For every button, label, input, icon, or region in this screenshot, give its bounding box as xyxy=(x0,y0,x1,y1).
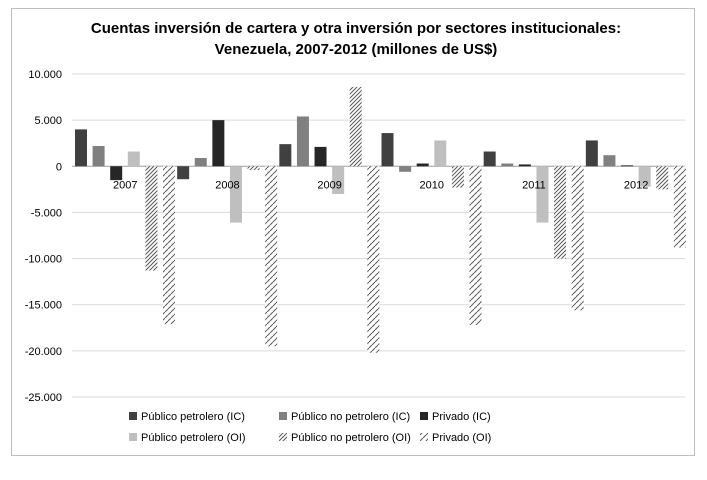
legend-label: Privado (OI) xyxy=(432,432,491,444)
bar-2010-series-1 xyxy=(381,133,394,167)
bar-2012-series-5 xyxy=(656,166,669,190)
bar-2012-series-4 xyxy=(638,166,651,187)
legend-label: Privado (IC) xyxy=(432,411,491,423)
bar-2010-series-3 xyxy=(416,163,429,167)
bars xyxy=(75,86,686,353)
category-labels: 2007 2008 2009 2010 2011 2012 xyxy=(113,179,648,191)
legend-swatch xyxy=(129,412,137,420)
legend-swatch xyxy=(129,433,137,441)
bar-2010-series-6 xyxy=(469,166,482,326)
y-tick-label: -25.000 xyxy=(25,392,62,404)
bar-2008-series-1 xyxy=(177,166,190,180)
bar-2008-series-5 xyxy=(247,166,260,170)
legend-label: Público petrolero (OI) xyxy=(141,432,246,444)
bar-2009-series-1 xyxy=(279,144,292,167)
bar-2007-series-5 xyxy=(145,166,158,271)
bar-2012-series-6 xyxy=(673,166,686,248)
y-tick-label: -5.000 xyxy=(31,207,62,219)
x-category-label: 2010 xyxy=(420,179,444,191)
bar-2012-series-3 xyxy=(621,165,634,167)
bar-2007-series-2 xyxy=(92,145,105,167)
bar-2009-series-4 xyxy=(332,166,345,194)
bar-2011-series-2 xyxy=(501,163,514,167)
bar-2012-series-2 xyxy=(603,155,616,167)
chart-title-line2: Venezuela, 2007-2012 (millones de US$) xyxy=(215,41,498,58)
y-tick-labels: 10.000 5.000 0 -5.000 -10.000 -15.000 -20.000 -… xyxy=(25,69,62,404)
y-tick-label: 10.000 xyxy=(28,69,62,81)
bar-2008-series-2 xyxy=(194,157,207,167)
legend-label: Público no petrolero (OI) xyxy=(291,432,411,444)
bar-2007-series-1 xyxy=(75,129,87,167)
bar-2009-series-3 xyxy=(314,146,327,167)
x-category-label: 2011 xyxy=(522,179,546,191)
bar-2008-series-4 xyxy=(229,166,242,223)
bar-2007-series-6 xyxy=(163,166,175,325)
bar-2011-series-3 xyxy=(518,164,531,167)
bar-2010-series-5 xyxy=(451,166,464,188)
y-tick-label: -15.000 xyxy=(25,300,62,312)
y-tick-label: 0 xyxy=(56,161,62,173)
x-category-label: 2007 xyxy=(113,179,137,191)
chart-title-line1: Cuentas inversión de cartera y otra inve… xyxy=(91,20,621,37)
bar-2010-series-2 xyxy=(399,166,412,172)
legend-label: Público no petrolero (IC) xyxy=(291,411,410,423)
bar-2009-series-5 xyxy=(349,86,362,167)
bar-2011-series-1 xyxy=(483,151,496,167)
x-category-label: 2012 xyxy=(624,179,648,191)
y-tick-label: -20.000 xyxy=(25,346,62,358)
bar-2011-series-5 xyxy=(554,166,567,259)
bar-2010-series-4 xyxy=(434,140,447,167)
legend-swatch xyxy=(279,433,287,441)
y-tick-label: 5.000 xyxy=(34,115,62,127)
bar-2009-series-6 xyxy=(367,166,380,353)
x-category-label: 2008 xyxy=(215,179,239,191)
y-tick-label: -10.000 xyxy=(25,254,62,266)
bar-2011-series-4 xyxy=(536,166,549,223)
legend-swatch xyxy=(420,412,428,420)
bar-2007-series-4 xyxy=(127,151,140,167)
bar-2011-series-6 xyxy=(571,166,584,311)
x-category-label: 2009 xyxy=(317,179,341,191)
bar-2012-series-1 xyxy=(585,140,598,167)
legend-swatch xyxy=(279,412,287,420)
bar-2009-series-2 xyxy=(296,116,309,167)
legend-swatch xyxy=(420,433,428,441)
legend-label: Público petrolero (IC) xyxy=(141,411,245,423)
bar-2008-series-3 xyxy=(212,120,225,167)
bar-2008-series-6 xyxy=(265,166,278,347)
legend: Público petrolero (IC) Público no petrole… xyxy=(129,411,491,444)
bar-2007-series-3 xyxy=(110,166,123,181)
